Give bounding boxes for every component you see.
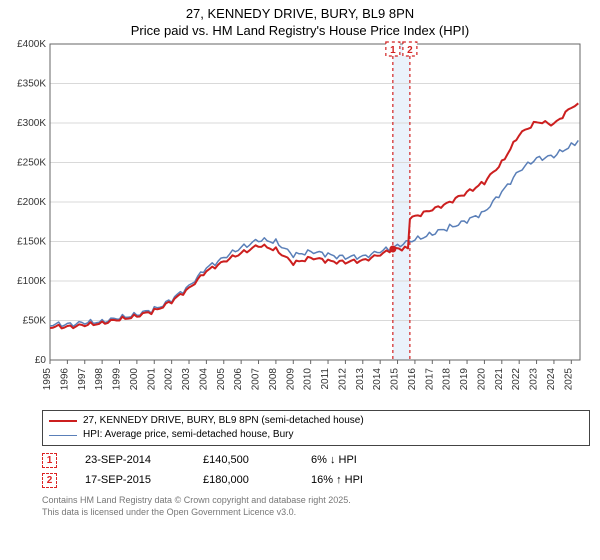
transaction-row: 2 17-SEP-2015 £180,000 16% ↑ HPI <box>42 470 600 490</box>
transaction-row: 1 23-SEP-2014 £140,500 6% ↓ HPI <box>42 450 600 470</box>
transaction-date: 23-SEP-2014 <box>85 454 175 466</box>
x-tick-label: 2010 <box>303 368 314 391</box>
x-tick-label: 2015 <box>390 368 401 391</box>
legend-label: 27, KENNEDY DRIVE, BURY, BL9 8PN (semi-d… <box>83 414 364 428</box>
transaction-marker-icon: 1 <box>42 453 57 468</box>
transaction-delta: 16% ↑ HPI <box>311 474 391 486</box>
transaction-delta: 6% ↓ HPI <box>311 454 391 466</box>
footer-line2: This data is licensed under the Open Gov… <box>42 506 600 518</box>
transaction-marker-icon: 2 <box>42 473 57 488</box>
title-address: 27, KENNEDY DRIVE, BURY, BL9 8PN <box>0 6 600 21</box>
footer-note: Contains HM Land Registry data © Crown c… <box>42 494 600 518</box>
marker-badge: 1 <box>390 45 396 56</box>
x-tick-label: 2002 <box>164 368 175 391</box>
x-tick-label: 2011 <box>320 368 331 390</box>
x-tick-label: 2017 <box>424 368 435 391</box>
legend-box: 27, KENNEDY DRIVE, BURY, BL9 8PN (semi-d… <box>42 410 590 446</box>
x-tick-label: 2025 <box>563 368 574 391</box>
legend-row: 27, KENNEDY DRIVE, BURY, BL9 8PN (semi-d… <box>49 414 583 428</box>
y-tick-label: £150K <box>17 237 46 248</box>
x-tick-label: 2009 <box>285 368 296 391</box>
y-tick-label: £350K <box>17 79 46 90</box>
legend-row: HPI: Average price, semi-detached house,… <box>49 428 583 442</box>
footer-line1: Contains HM Land Registry data © Crown c… <box>42 494 600 506</box>
legend-line-icon <box>49 420 77 422</box>
transactions-table: 1 23-SEP-2014 £140,500 6% ↓ HPI 2 17-SEP-2015… <box>42 450 600 490</box>
x-tick-label: 2018 <box>442 368 453 391</box>
x-tick-label: 2007 <box>251 368 262 391</box>
chart-container: 27, KENNEDY DRIVE, BURY, BL9 8PN Price p… <box>0 0 600 518</box>
transaction-date: 17-SEP-2015 <box>85 474 175 486</box>
transaction-price: £140,500 <box>203 454 283 466</box>
legend-line-icon <box>49 435 77 436</box>
x-tick-label: 2024 <box>546 368 557 391</box>
x-tick-label: 1998 <box>94 368 105 391</box>
y-tick-label: £400K <box>17 39 46 50</box>
line-chart: £0 £50K £100K £150K £200K £250K £300K £350K £400… <box>8 38 588 408</box>
x-tick-label: 2013 <box>355 368 366 391</box>
x-tick-label: 2022 <box>511 368 522 391</box>
x-tick-label: 2006 <box>233 368 244 391</box>
x-tick-label: 2023 <box>529 368 540 391</box>
y-tick-label: £100K <box>17 276 46 287</box>
x-tick-label: 2020 <box>476 368 487 391</box>
y-tick-label: £0 <box>35 355 47 366</box>
x-tick-label: 2005 <box>216 368 227 391</box>
series-price_paid <box>50 103 578 328</box>
legend-label: HPI: Average price, semi-detached house,… <box>83 428 293 442</box>
x-tick-label: 2004 <box>198 368 209 391</box>
chart-area: £0 £50K £100K £150K £200K £250K £300K £350K £400… <box>8 38 588 408</box>
x-tick-label: 2014 <box>372 368 383 391</box>
y-tick-label: £50K <box>23 316 47 327</box>
y-tick-label: £200K <box>17 197 46 208</box>
x-tick-label: 2001 <box>146 368 157 391</box>
x-tick-label: 1997 <box>77 368 88 391</box>
y-tick-label: £300K <box>17 118 46 129</box>
marker-badge: 2 <box>407 45 413 56</box>
title-block: 27, KENNEDY DRIVE, BURY, BL9 8PN Price p… <box>0 0 600 38</box>
x-tick-label: 2019 <box>459 368 470 391</box>
y-tick-label: £250K <box>17 158 46 169</box>
x-tick-label: 2016 <box>407 368 418 391</box>
title-subtitle: Price paid vs. HM Land Registry's House … <box>0 23 600 38</box>
x-tick-label: 2003 <box>181 368 192 391</box>
transaction-price: £180,000 <box>203 474 283 486</box>
x-tick-label: 2021 <box>494 368 505 391</box>
x-tick-label: 1996 <box>59 368 70 391</box>
x-tick-label: 1995 <box>42 368 53 391</box>
x-tick-label: 2012 <box>337 368 348 391</box>
x-tick-label: 1999 <box>112 368 123 391</box>
x-tick-label: 2008 <box>268 368 279 391</box>
x-tick-label: 2000 <box>129 368 140 391</box>
transaction-point-icon <box>389 246 396 253</box>
